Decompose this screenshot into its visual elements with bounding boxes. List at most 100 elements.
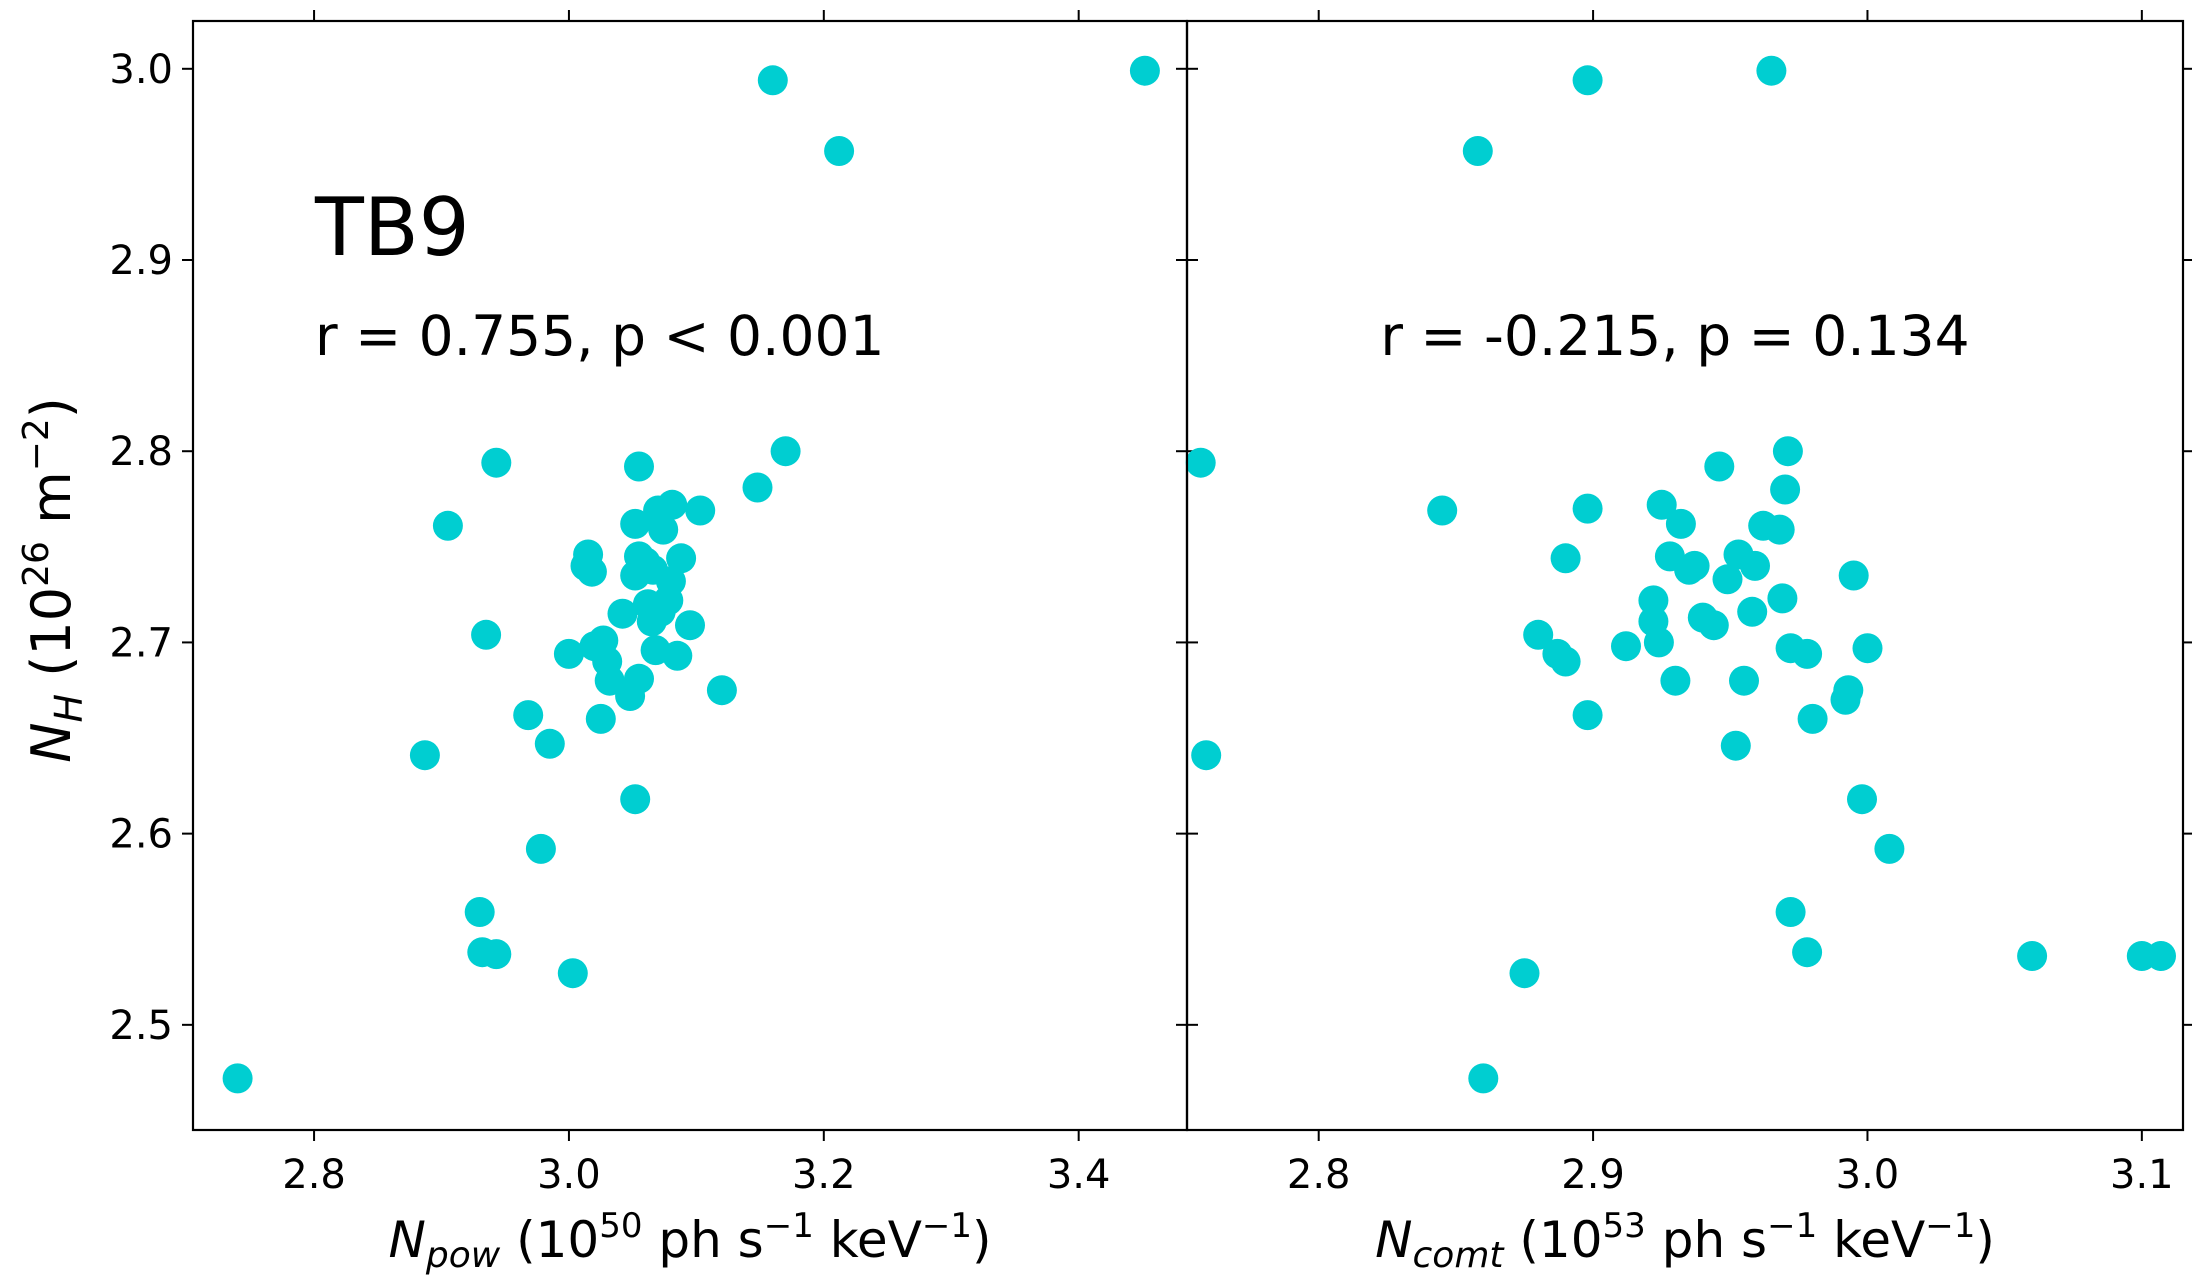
left-data-point	[534, 728, 565, 759]
left-data-point	[675, 610, 705, 641]
left-data-point	[481, 939, 512, 970]
left-ytick-label: 3.0	[109, 47, 173, 93]
left-data-point	[620, 508, 651, 539]
left-panel: 2.5 2.6 2.7 2.8 2.9 3.0 2.8 3.0 3.2 3.4 TB9 r = …	[109, 10, 1198, 1275]
right-data-point	[1833, 675, 1864, 706]
right-data-point	[1712, 564, 1743, 595]
right-data-point	[1720, 730, 1751, 761]
left-data-point	[607, 598, 638, 629]
left-data-point	[648, 514, 679, 545]
left-data-point	[1129, 55, 1160, 86]
right-yticks	[1176, 67, 2192, 1026]
left-xtick-label: 3.0	[537, 1152, 601, 1198]
right-data-point	[1874, 833, 1905, 864]
left-annotation-label: TB9	[314, 181, 470, 274]
right-data-point	[1462, 136, 1493, 166]
left-data-point	[481, 447, 512, 478]
left-data-point	[620, 784, 651, 815]
right-data-point	[1665, 508, 1696, 539]
right-data-point	[1572, 493, 1603, 524]
right-data-point	[1646, 489, 1677, 520]
right-data-point	[1611, 631, 1641, 662]
right-data-point	[1185, 447, 1216, 478]
right-data-point	[1737, 596, 1768, 627]
right-data-point	[1509, 958, 1540, 989]
left-xticks: 2.8 3.0 3.2 3.4	[282, 10, 1110, 1198]
right-data-point	[1772, 436, 1803, 467]
right-data-point	[1643, 627, 1674, 658]
left-data-point	[655, 566, 686, 597]
left-data-point	[624, 451, 654, 482]
left-xtick-label: 3.4	[1047, 1152, 1111, 1198]
right-points	[1185, 55, 2176, 1094]
right-xtick-label: 2.9	[1561, 1152, 1625, 1198]
left-xlabel: Npow (1050 ph s−1 keV−1)	[388, 1206, 991, 1275]
right-data-point	[1550, 646, 1581, 677]
right-data-point	[1572, 65, 1603, 96]
left-data-point	[624, 663, 654, 694]
right-data-point	[1797, 703, 1828, 734]
left-data-point	[525, 833, 556, 864]
right-data-point	[1427, 495, 1458, 526]
left-data-point	[471, 619, 502, 650]
left-data-point	[685, 495, 716, 526]
right-data-point	[1852, 633, 1883, 664]
right-data-point	[1792, 937, 1823, 968]
right-data-point	[2146, 941, 2176, 971]
left-data-point	[432, 510, 463, 541]
left-data-point	[757, 65, 788, 96]
right-data-point	[1729, 665, 1759, 696]
right-xticks: 2.8 2.9 3.0 3.1	[1287, 10, 2174, 1198]
left-yticks: 2.5 2.6 2.7 2.8 2.9 3.0	[109, 47, 1198, 1049]
left-ytick-label: 2.7	[109, 620, 173, 666]
left-data-point	[662, 640, 693, 671]
left-ytick-label: 2.8	[109, 429, 173, 475]
right-data-point	[1191, 740, 1222, 771]
right-xlabel: Ncomt (1053 ph s−1 keV−1)	[1375, 1206, 1995, 1275]
right-xtick-label: 2.8	[1287, 1152, 1351, 1198]
left-data-point	[706, 675, 737, 706]
right-data-point	[1660, 665, 1691, 696]
right-data-point	[1638, 585, 1669, 616]
right-data-point	[2017, 941, 2048, 971]
left-data-point	[464, 897, 495, 927]
left-data-point	[657, 489, 688, 520]
left-data-point	[557, 958, 588, 989]
left-ytick-label: 2.5	[109, 1003, 173, 1049]
left-xtick-label: 2.8	[282, 1152, 346, 1198]
right-xtick-label: 3.1	[2110, 1152, 2174, 1198]
right-panel: 2.8 2.9 3.0 3.1 r = -0.215, p = 0.134 Ncomt…	[1176, 10, 2192, 1275]
right-data-point	[1572, 700, 1603, 731]
left-data-point	[742, 472, 773, 503]
left-data-point	[513, 700, 544, 731]
right-data-point	[1775, 897, 1806, 927]
right-data-point	[1756, 55, 1787, 86]
right-data-point	[1792, 638, 1823, 669]
left-data-point	[576, 556, 607, 587]
left-annotation-stats: r = 0.755, p < 0.001	[315, 304, 885, 368]
right-annotation-stats: r = -0.215, p = 0.134	[1380, 304, 1969, 368]
shared-ylabel: NH (1026 m−2)	[16, 397, 91, 763]
right-data-point	[1770, 474, 1801, 505]
right-data-point	[1523, 619, 1554, 650]
right-data-point	[1838, 560, 1869, 591]
left-data-point	[824, 136, 855, 166]
right-data-point	[1847, 784, 1877, 815]
left-ytick-label: 2.6	[109, 812, 173, 858]
right-data-point	[1468, 1063, 1499, 1094]
left-ytick-label: 2.9	[109, 238, 173, 284]
left-points	[222, 55, 1160, 1094]
left-data-point	[666, 543, 697, 574]
right-data-point	[1740, 550, 1770, 581]
right-data-point	[1698, 610, 1729, 641]
left-data-point	[409, 740, 440, 771]
left-data-point	[585, 703, 616, 734]
left-xtick-label: 3.2	[792, 1152, 856, 1198]
left-data-point	[770, 436, 801, 467]
left-data-point	[222, 1063, 253, 1094]
right-data-point	[1679, 550, 1710, 581]
right-data-point	[1767, 583, 1798, 614]
right-data-point	[1550, 543, 1581, 574]
